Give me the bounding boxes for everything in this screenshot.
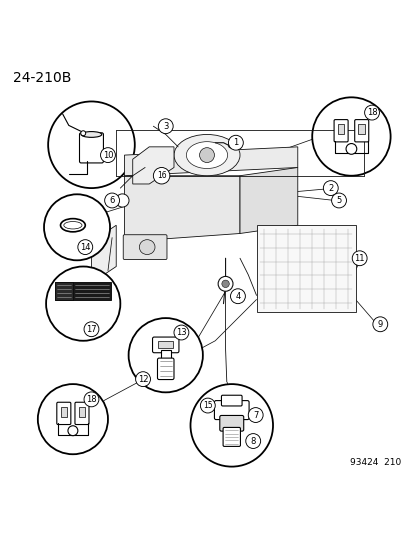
Circle shape: [199, 148, 214, 163]
Polygon shape: [91, 225, 116, 283]
Circle shape: [78, 240, 93, 255]
Text: 8: 8: [250, 437, 255, 446]
Circle shape: [351, 251, 366, 265]
Text: 3: 3: [163, 122, 168, 131]
FancyBboxPatch shape: [219, 415, 243, 431]
Circle shape: [323, 181, 337, 196]
Circle shape: [221, 280, 229, 287]
Text: 93424  210: 93424 210: [349, 458, 400, 466]
Circle shape: [128, 318, 202, 392]
Circle shape: [84, 392, 99, 407]
Ellipse shape: [81, 132, 102, 138]
Text: 15: 15: [202, 401, 212, 410]
Text: 11: 11: [354, 254, 364, 263]
Circle shape: [38, 384, 108, 454]
Circle shape: [44, 195, 110, 260]
Polygon shape: [133, 147, 173, 184]
Text: 2: 2: [328, 183, 332, 192]
Circle shape: [230, 289, 245, 304]
Text: 24-210B: 24-210B: [13, 70, 71, 85]
FancyBboxPatch shape: [158, 341, 173, 348]
Circle shape: [311, 98, 390, 176]
Text: 5: 5: [336, 196, 341, 205]
FancyBboxPatch shape: [157, 358, 173, 379]
FancyBboxPatch shape: [333, 119, 347, 142]
Circle shape: [81, 131, 85, 136]
Text: 18: 18: [366, 108, 376, 117]
Circle shape: [46, 266, 120, 341]
Text: 13: 13: [176, 328, 186, 337]
Circle shape: [248, 408, 263, 423]
Polygon shape: [124, 147, 297, 176]
Circle shape: [245, 434, 260, 448]
Text: 4: 4: [235, 292, 240, 301]
Ellipse shape: [60, 219, 85, 232]
FancyBboxPatch shape: [214, 401, 249, 419]
Ellipse shape: [228, 143, 235, 148]
FancyBboxPatch shape: [57, 402, 71, 424]
FancyBboxPatch shape: [160, 350, 170, 361]
Ellipse shape: [139, 240, 154, 255]
Text: 16: 16: [157, 171, 166, 180]
Circle shape: [68, 426, 78, 435]
Circle shape: [200, 398, 215, 413]
Ellipse shape: [64, 222, 82, 229]
Text: 18: 18: [86, 395, 97, 404]
FancyBboxPatch shape: [337, 124, 344, 134]
Text: 7: 7: [252, 410, 258, 419]
Circle shape: [364, 105, 379, 120]
FancyBboxPatch shape: [152, 337, 178, 353]
Circle shape: [331, 193, 346, 208]
Circle shape: [228, 135, 243, 150]
Circle shape: [104, 193, 119, 208]
Circle shape: [173, 325, 188, 340]
Text: 1: 1: [233, 138, 238, 147]
Ellipse shape: [186, 142, 227, 168]
Polygon shape: [124, 176, 240, 242]
Text: 12: 12: [138, 375, 148, 384]
Text: 6: 6: [109, 196, 114, 205]
Text: 10: 10: [102, 151, 113, 159]
Ellipse shape: [173, 134, 240, 176]
FancyBboxPatch shape: [358, 124, 364, 134]
Text: 17: 17: [86, 325, 97, 334]
Circle shape: [345, 143, 356, 154]
Circle shape: [100, 148, 115, 163]
Circle shape: [218, 277, 233, 291]
FancyBboxPatch shape: [221, 395, 242, 406]
Polygon shape: [240, 167, 297, 233]
Text: 9: 9: [377, 320, 382, 329]
FancyBboxPatch shape: [75, 402, 89, 424]
FancyBboxPatch shape: [354, 119, 368, 142]
FancyBboxPatch shape: [256, 225, 355, 312]
FancyBboxPatch shape: [79, 133, 103, 163]
Circle shape: [153, 167, 169, 184]
Circle shape: [116, 194, 129, 207]
FancyBboxPatch shape: [60, 407, 67, 417]
Circle shape: [158, 119, 173, 134]
Text: 14: 14: [80, 243, 90, 252]
FancyBboxPatch shape: [55, 282, 111, 300]
Circle shape: [135, 372, 150, 386]
FancyBboxPatch shape: [223, 427, 240, 447]
Circle shape: [190, 384, 272, 466]
Circle shape: [84, 322, 99, 337]
Circle shape: [48, 101, 135, 188]
FancyBboxPatch shape: [78, 407, 85, 417]
FancyBboxPatch shape: [55, 282, 73, 300]
Circle shape: [372, 317, 387, 332]
FancyBboxPatch shape: [123, 235, 166, 260]
